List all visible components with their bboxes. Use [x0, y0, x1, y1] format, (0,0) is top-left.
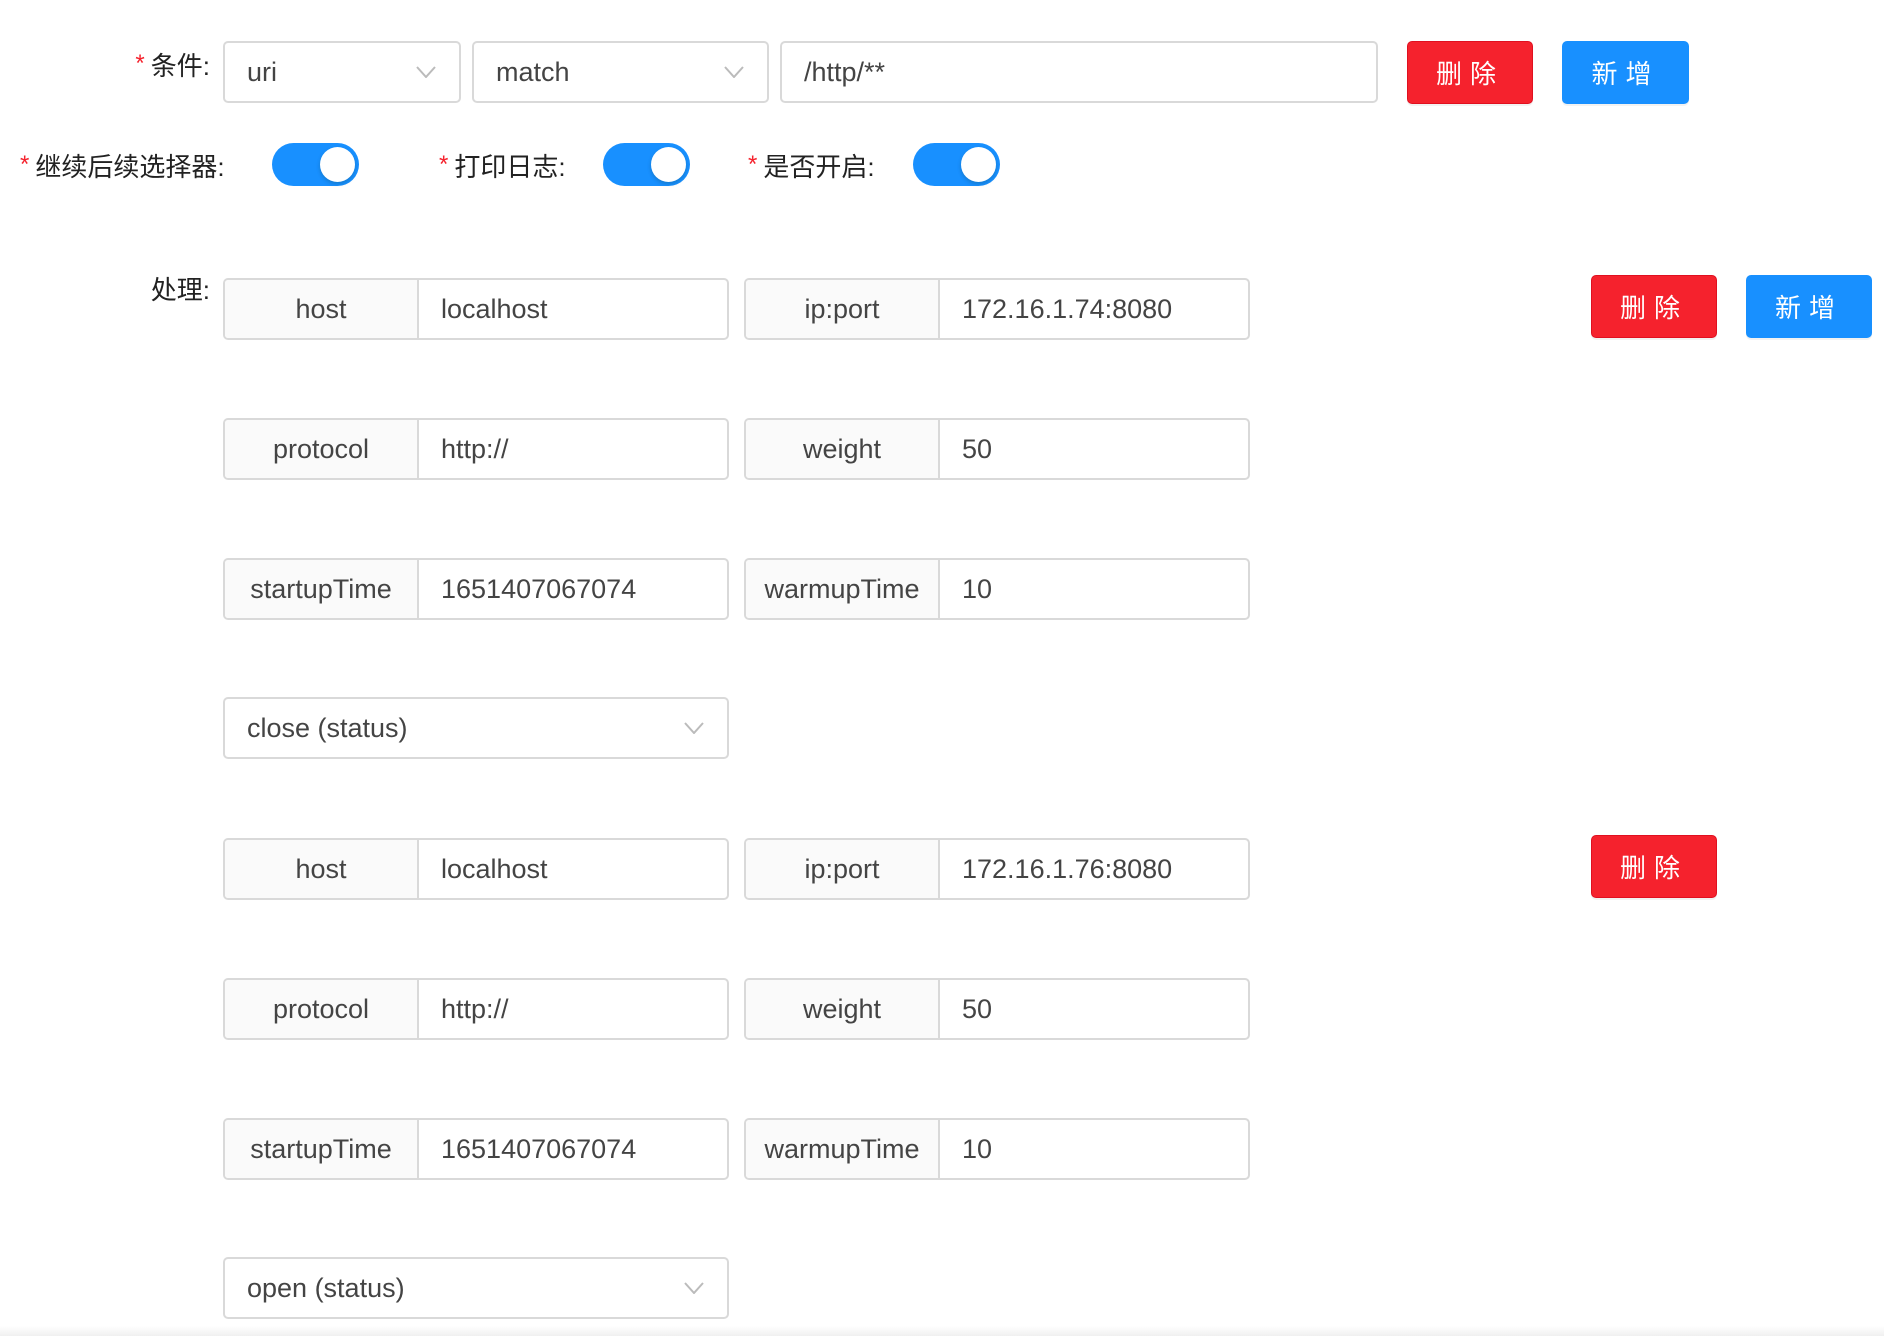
chevron-down-icon	[409, 66, 443, 78]
weight-addon: weight	[746, 420, 940, 478]
chevron-down-icon	[677, 1282, 711, 1294]
condition-delete-button[interactable]: 删除	[1407, 41, 1533, 104]
protocol-input[interactable]: http://	[441, 993, 509, 1024]
protocol-addon: protocol	[225, 420, 419, 478]
warmup-time-addon: warmupTime	[746, 1120, 940, 1178]
warmup-time-field[interactable]: warmupTime 10	[744, 558, 1250, 620]
ipport-addon: ip:port	[746, 280, 940, 338]
ipport-field[interactable]: ip:port 172.16.1.76:8080	[744, 838, 1250, 900]
enabled-switch[interactable]	[913, 143, 1000, 186]
protocol-addon: protocol	[225, 980, 419, 1038]
host-input[interactable]: localhost	[441, 293, 548, 324]
protocol-input[interactable]: http://	[441, 433, 509, 464]
ipport-input[interactable]: 172.16.1.74:8080	[962, 293, 1173, 324]
startup-time-input[interactable]: 1651407067074	[441, 1133, 637, 1164]
handle-delete-button[interactable]: 删除	[1591, 275, 1717, 338]
weight-input[interactable]: 50	[962, 433, 993, 464]
operator-select[interactable]: match	[472, 41, 769, 103]
host-addon: host	[225, 840, 419, 898]
bottom-edge	[0, 1326, 1884, 1336]
host-input[interactable]: localhost	[441, 853, 548, 884]
weight-addon: weight	[746, 980, 940, 1038]
host-field[interactable]: host localhost	[223, 838, 729, 900]
startup-time-field[interactable]: startupTime 1651407067074	[223, 558, 729, 620]
ipport-addon: ip:port	[746, 840, 940, 898]
host-addon: host	[225, 280, 419, 338]
handle-label: 处理:	[150, 274, 210, 305]
protocol-field[interactable]: protocol http://	[223, 418, 729, 480]
enabled-label: * 是否开启:	[748, 151, 875, 182]
continued-switch[interactable]	[272, 143, 359, 186]
startup-time-addon: startupTime	[225, 1120, 419, 1178]
startup-time-field[interactable]: startupTime 1651407067074	[223, 1118, 729, 1180]
handle-add-button[interactable]: 新增	[1746, 275, 1872, 338]
logged-switch[interactable]	[603, 143, 690, 186]
startup-time-addon: startupTime	[225, 560, 419, 618]
warmup-time-addon: warmupTime	[746, 560, 940, 618]
upstream-2-delete-button[interactable]: 删除	[1591, 835, 1717, 898]
host-field[interactable]: host localhost	[223, 278, 729, 340]
protocol-field[interactable]: protocol http://	[223, 978, 729, 1040]
warmup-time-input[interactable]: 10	[962, 573, 993, 604]
continued-label: * 继续后续选择器:	[20, 151, 225, 182]
chevron-down-icon	[717, 66, 751, 78]
status-select[interactable]: close (status)	[223, 697, 729, 759]
warmup-time-field[interactable]: warmupTime 10	[744, 1118, 1250, 1180]
ipport-field[interactable]: ip:port 172.16.1.74:8080	[744, 278, 1250, 340]
status-select[interactable]: open (status)	[223, 1257, 729, 1319]
ipport-input[interactable]: 172.16.1.76:8080	[962, 853, 1173, 884]
weight-field[interactable]: weight 50	[744, 418, 1250, 480]
warmup-time-input[interactable]: 10	[962, 1133, 993, 1164]
param-type-select[interactable]: uri	[223, 41, 461, 103]
chevron-down-icon	[677, 722, 711, 734]
weight-input[interactable]: 50	[962, 993, 993, 1024]
condition-value-input[interactable]: /http/**	[780, 41, 1378, 103]
condition-add-button[interactable]: 新增	[1562, 41, 1689, 104]
condition-label: * 条件:	[135, 50, 210, 81]
logged-label: * 打印日志:	[439, 151, 566, 182]
weight-field[interactable]: weight 50	[744, 978, 1250, 1040]
startup-time-input[interactable]: 1651407067074	[441, 573, 637, 604]
